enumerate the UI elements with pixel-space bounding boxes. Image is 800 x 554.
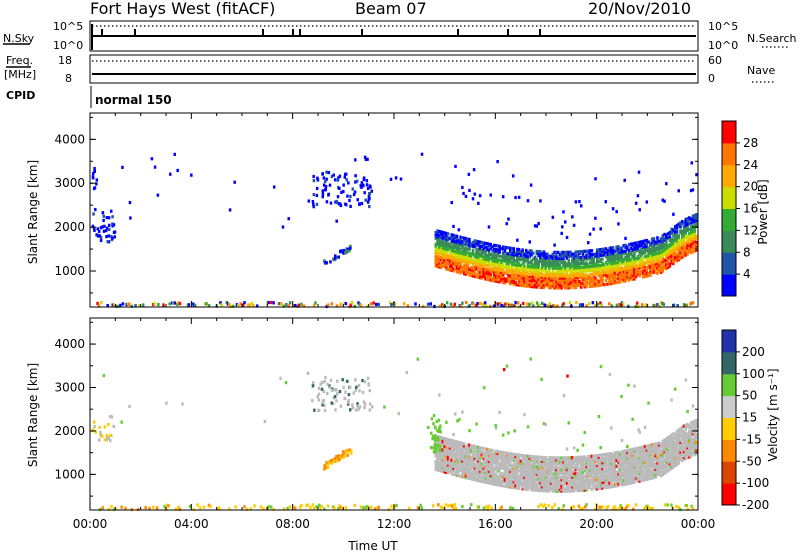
colorbar-tick: -50 xyxy=(742,454,762,468)
power-panel: 1000 2000 3000 4000 Slant Range [km] xyxy=(26,112,699,309)
freq-label-line1: Freq. xyxy=(6,54,33,67)
nave-label: Nave xyxy=(747,64,775,77)
colorbar-swatch xyxy=(722,208,736,231)
nsky-trace xyxy=(91,24,696,50)
colorbar-tick: 8 xyxy=(743,245,751,259)
velocity-colorbar-label: Velocity [m s⁻¹] xyxy=(766,368,780,461)
nsky-tick-low: 10^0 xyxy=(53,39,83,52)
colorbar-swatch xyxy=(722,252,736,275)
ytick-label: 1000 xyxy=(54,467,85,481)
ytick-label: 2000 xyxy=(54,220,85,234)
ytick-label: 4000 xyxy=(54,337,85,351)
freq-tick-low: 8 xyxy=(65,72,72,85)
colorbar-tick: 100 xyxy=(742,367,765,381)
colorbar-tick: 15 xyxy=(742,411,757,425)
colorbar-tick: -15 xyxy=(742,432,762,446)
power-ylabel: Slant Range [km] xyxy=(26,160,40,264)
colorbar-tick: 24 xyxy=(743,158,758,172)
xtick-label: 16:00 xyxy=(478,517,513,531)
power-colorbar: 4 8 12 16 20 24 28 xyxy=(721,120,758,297)
velocity-panel: 1000 2000 3000 4000 00:00 04:00 08:00 12:00 16:0… xyxy=(26,317,715,553)
ytick-label: 3000 xyxy=(54,176,85,190)
colorbar-swatch xyxy=(722,395,736,418)
power-colorbar-label: Power [dB] xyxy=(756,179,770,244)
power-data xyxy=(91,152,698,309)
colorbar-swatch xyxy=(722,483,736,506)
cpid-label: CPID xyxy=(6,89,35,102)
ytick-label: 4000 xyxy=(54,132,85,146)
colorbar-swatch xyxy=(722,142,736,166)
colorbar-tick: 200 xyxy=(742,345,765,359)
nsearch-label: N.Search xyxy=(747,32,797,45)
colorbar-swatch xyxy=(722,230,736,253)
xtick-label: 04:00 xyxy=(174,517,209,531)
colorbar-swatch xyxy=(722,186,736,209)
colorbar-swatch xyxy=(722,461,736,484)
colorbar-tick: -100 xyxy=(742,476,769,490)
colorbar-swatch xyxy=(722,373,736,397)
nave-tick-low: 0 xyxy=(708,72,715,85)
nsky-tick-high: 10^5 xyxy=(53,20,83,33)
x-axis-label: Time UT xyxy=(347,539,398,553)
velocity-ylabel: Slant Range [km] xyxy=(26,363,40,467)
colorbar-swatch xyxy=(722,121,736,144)
colorbar-swatch xyxy=(722,164,736,188)
nsearch-tick-low: 10^0 xyxy=(708,39,738,52)
colorbar-swatch xyxy=(722,351,736,375)
ytick-label: 2000 xyxy=(54,424,85,438)
colorbar-tick: 16 xyxy=(743,202,758,216)
xtick-label: 12:00 xyxy=(377,517,412,531)
xtick-label: 08:00 xyxy=(275,517,310,531)
cpid-value: normal 150 xyxy=(95,93,172,107)
nsearch-tick-high: 10^5 xyxy=(708,20,738,33)
xtick-label: 00:00 xyxy=(73,517,108,531)
freq-label-line2: [MHz] xyxy=(4,68,36,81)
beam-title: Beam 07 xyxy=(355,0,427,18)
ytick-label: 3000 xyxy=(54,381,85,395)
ytick-label: 1000 xyxy=(54,264,85,278)
velocity-axes: 1000 2000 3000 4000 00:00 04:00 08:00 12:00 16:0… xyxy=(54,318,715,531)
nave-tick-high: 60 xyxy=(708,54,722,67)
power-axes: 1000 2000 3000 4000 xyxy=(54,113,699,307)
colorbar-tick: 20 xyxy=(743,180,758,194)
colorbar-tick: -200 xyxy=(742,498,769,512)
freq-tick-high: 18 xyxy=(58,54,72,67)
freq-nave-strip: Freq. [MHz] 18 8 60 0 Nave xyxy=(4,54,775,85)
colorbar-tick: 4 xyxy=(743,267,751,281)
colorbar-tick: 12 xyxy=(743,223,758,237)
velocity-colorbar: 200 100 50 15 -15 -50 -100 -200 xyxy=(721,329,769,512)
velocity-data xyxy=(91,357,698,512)
date-title: 20/Nov/2010 xyxy=(588,0,692,18)
xtick-label: 20:00 xyxy=(579,517,614,531)
cpid-strip: CPID normal 150 xyxy=(6,86,172,108)
colorbar-tick: 50 xyxy=(742,389,757,403)
colorbar-swatch xyxy=(722,417,736,440)
xtick-label: 00:00 xyxy=(681,517,716,531)
nsky-label: N.Sky xyxy=(3,32,35,45)
colorbar-tick: 28 xyxy=(743,136,758,150)
colorbar-swatch xyxy=(722,330,736,353)
colorbar-swatch xyxy=(722,439,736,462)
station-title: Fort Hays West (fitACF) xyxy=(90,0,276,18)
sky-search-strip: N.Sky 10^5 10^0 10^5 10^0 N.Search xyxy=(3,20,797,52)
colorbar-swatch xyxy=(722,274,736,297)
